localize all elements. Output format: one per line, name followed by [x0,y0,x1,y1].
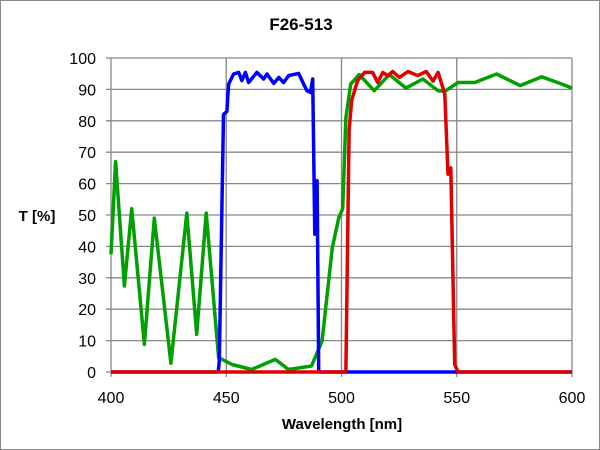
y-tick-label: 20 [78,302,96,319]
series-line-1 [111,70,572,374]
x-tick-label: 500 [328,390,355,407]
y-tick-label: 90 [78,82,96,99]
y-tick-label: 100 [69,51,96,68]
y-tick-label: 30 [78,271,96,288]
y-tick-label: 70 [78,145,96,162]
tick-labels: 0 10 20 30 40 50 60 70 80 90 100 400 450 500 550 600 [69,51,585,407]
y-tick-label: 40 [78,239,96,256]
y-tick-label: 0 [87,365,96,382]
y-tick-label: 10 [78,334,96,351]
x-tick-label: 450 [213,390,240,407]
y-tick-label: 50 [78,208,96,225]
x-tick-label: 550 [443,390,470,407]
x-axis-label: Wavelength [nm] [282,416,402,433]
x-tick-label: 400 [98,390,125,407]
y-tick-label: 80 [78,114,96,131]
x-tick-label: 600 [559,390,586,407]
series-line-0 [109,72,573,372]
y-tick-label: 60 [78,177,96,194]
chart-title: F26-513 [269,15,332,34]
series-lines [109,69,573,374]
y-axis-label: T [%] [19,208,56,225]
series-line-2 [111,69,572,374]
